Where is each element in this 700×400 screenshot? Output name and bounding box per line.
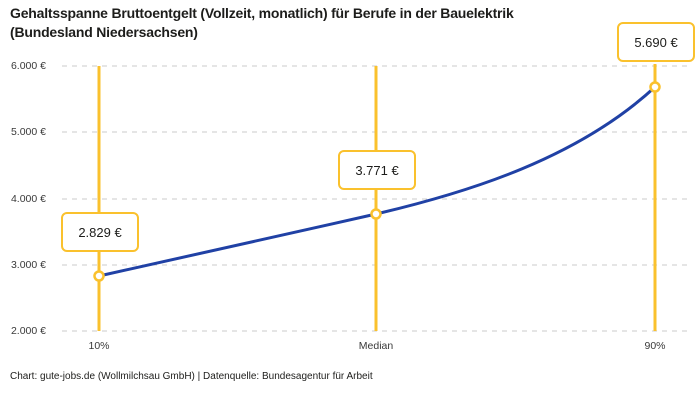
value-label-median: 3.771 € (338, 150, 416, 190)
reference-lines-group (97, 64, 657, 331)
data-point-median (370, 208, 382, 220)
data-point-10pct (93, 270, 105, 282)
y-axis-tick-3000: 3.000 € (10, 259, 46, 271)
y-axis-tick-5000: 5.000 € (10, 126, 46, 138)
y-axis-tick-4000: 4.000 € (10, 193, 46, 205)
y-axis-tick-2000: 2.000 € (10, 325, 46, 337)
data-point-90pct (649, 81, 661, 93)
chart-title-line-2: (Bundesland Niedersachsen) (10, 24, 198, 40)
x-axis-tick-median: Median (358, 340, 394, 352)
chart-source: Chart: gute-jobs.de (Wollmilchsau GmbH) … (10, 371, 373, 382)
chart-title-line-1: Gehaltsspanne Bruttoentgelt (Vollzeit, m… (10, 5, 514, 21)
value-label-10pct: 2.829 € (61, 212, 139, 252)
x-axis-tick-10pct: 10% (88, 340, 110, 352)
value-label-90pct: 5.690 € (617, 22, 695, 62)
chart-title: Gehaltsspanne Bruttoentgelt (Vollzeit, m… (10, 4, 514, 42)
y-axis-tick-6000: 6.000 € (10, 60, 46, 72)
x-axis-tick-90pct: 90% (644, 340, 666, 352)
data-markers-group (93, 81, 661, 282)
